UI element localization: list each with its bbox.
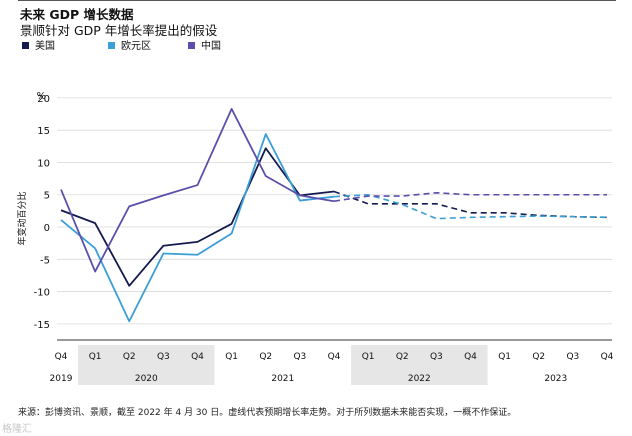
y-unit-label: % — [36, 91, 46, 102]
x-tick-label: Q3 — [157, 352, 170, 362]
legend-item-china: 中国 — [188, 37, 221, 52]
x-tick-label: Q1 — [225, 352, 238, 362]
x-tick-label: Q4 — [191, 352, 204, 362]
y-tick-label: 10 — [37, 158, 50, 169]
y-tick-label: 0 — [44, 223, 50, 234]
y-axis-label: 年变动百分比 — [16, 191, 28, 245]
y-tick-label: -15 — [34, 320, 50, 331]
x-tick-label: Q4 — [601, 352, 614, 362]
line-chart: 20 15 10 5 0 -5 -10 -15% 年变动百分比 Q4 Q1 Q2 Q3 Q4 Q1 Q2 Q3 Q… — [16, 91, 614, 385]
series-line-eurozone-forecast — [333, 193, 608, 220]
year-label-2019: 2019 — [50, 374, 73, 384]
legend-swatch-china — [188, 42, 195, 49]
legend-label-china: 中国 — [201, 41, 221, 52]
x-tick-label: Q4 — [328, 352, 341, 362]
y-tick-label: 20 — [37, 94, 50, 105]
chart-subtitle: 景顺针对 GDP 年增长率提出的假设 — [20, 23, 218, 38]
x-tick-label: Q2 — [396, 352, 409, 362]
x-tick-label: Q3 — [293, 352, 306, 362]
x-tick-label: Q1 — [362, 352, 375, 362]
series-line-us-actual — [60, 147, 335, 287]
x-tick-label: Q3 — [566, 352, 579, 362]
x-tick-label: Q3 — [430, 352, 443, 362]
y-tick-label: 15 — [37, 126, 50, 137]
year-label-2021: 2021 — [271, 374, 294, 384]
x-tick-label: Q2 — [532, 352, 545, 362]
y-tick-label: 5 — [44, 191, 50, 202]
x-tick-label: Q2 — [123, 352, 136, 362]
legend-swatch-us — [22, 42, 29, 49]
year-band-2020 — [78, 345, 215, 385]
year-label-2020: 2020 — [135, 374, 158, 384]
year-label-2023: 2023 — [544, 374, 567, 384]
series-line-eurozone-actual — [60, 133, 335, 323]
x-tick-label: Q4 — [464, 352, 477, 362]
y-tick-label: -10 — [34, 288, 50, 299]
top-rule — [18, 0, 616, 1]
x-tick-label: Q1 — [89, 352, 102, 362]
legend-label-eurozone: 欧元区 — [121, 41, 151, 52]
source-note: 来源：彭博资讯、景顺，截至 2022 年 4 月 30 日。虚线代表预期增长率走… — [18, 408, 517, 418]
watermark: 格隆汇 — [2, 424, 32, 435]
y-tick-label: -5 — [40, 255, 50, 266]
legend-item-eurozone: 欧元区 — [108, 37, 151, 52]
series-line-china-actual — [60, 107, 335, 273]
chart-title: 未来 GDP 增长数据 — [20, 7, 134, 22]
series-line-china-forecast — [333, 192, 607, 202]
legend-label-us: 美国 — [35, 41, 55, 52]
year-band-2022 — [351, 345, 488, 385]
x-tick-label: Q4 — [55, 352, 68, 362]
legend-swatch-eurozone — [108, 42, 115, 49]
legend-item-us: 美国 — [22, 37, 55, 52]
year-label-2022: 2022 — [408, 374, 431, 384]
x-tick-label: Q2 — [259, 352, 272, 362]
x-tick-label: Q1 — [498, 352, 511, 362]
